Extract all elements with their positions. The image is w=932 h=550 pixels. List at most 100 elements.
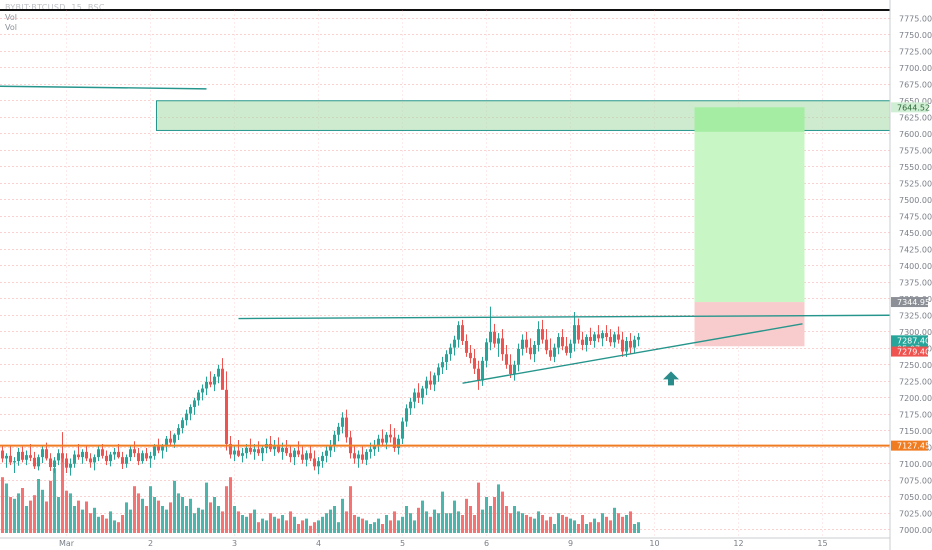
- candle-body: [509, 364, 512, 374]
- candle-body: [353, 453, 356, 459]
- volume-bar: [489, 506, 492, 533]
- candle-body: [109, 454, 112, 462]
- volume-bar: [69, 493, 72, 533]
- volume-bar: [245, 516, 248, 533]
- volume-bar: [313, 522, 316, 533]
- candle-body: [201, 388, 204, 393]
- volume-bar: [561, 515, 564, 533]
- volume-bar: [113, 520, 116, 533]
- volume-bar: [53, 468, 56, 533]
- time-axis[interactable]: Mar 2 3 4 5 6 9 10 12 15: [0, 537, 890, 548]
- candle-body: [533, 344, 536, 355]
- candle-body: [149, 455, 152, 459]
- candle-body: [449, 347, 452, 355]
- volume-bar: [553, 524, 556, 533]
- candle-body: [77, 454, 80, 458]
- price-tag-label: 7279.40: [897, 348, 930, 357]
- candle-body: [329, 445, 332, 451]
- candle-body: [133, 449, 136, 454]
- candle-body: [561, 337, 564, 347]
- volume-bar: [65, 490, 68, 533]
- volume-bar: [381, 524, 384, 533]
- candle-body: [581, 339, 584, 345]
- volume-bar: [41, 489, 44, 533]
- price-tick-label: 7550.00: [899, 163, 932, 172]
- volume-bar: [29, 500, 32, 533]
- volume-bars: [1, 453, 640, 533]
- candle-body: [229, 443, 232, 455]
- candle-body: [289, 453, 292, 458]
- candle-body: [529, 347, 532, 355]
- candle-body: [573, 325, 576, 344]
- volume-bar: [201, 509, 204, 533]
- price-axis[interactable]: 7000.007025.007050.007075.007100.007125.…: [889, 0, 932, 550]
- volume-bar: [441, 491, 444, 533]
- volume-bar: [529, 516, 532, 533]
- volume-bar: [49, 480, 52, 533]
- volume-bar: [125, 502, 128, 533]
- volume-bar: [325, 513, 328, 533]
- candle-body: [397, 438, 400, 448]
- candle-body: [93, 457, 96, 463]
- volume-bar: [617, 513, 620, 533]
- candle-body: [405, 408, 408, 422]
- volume-bar: [365, 520, 368, 533]
- candle-body: [233, 450, 236, 455]
- volume-bar: [593, 518, 596, 533]
- volume-bar: [605, 516, 608, 533]
- candle-body: [113, 451, 116, 455]
- volume-bar: [517, 511, 520, 533]
- price-tick-label: 7375.00: [899, 278, 932, 287]
- candle-body: [57, 453, 60, 461]
- volume-bar: [301, 520, 304, 533]
- price-tick-label: 7000.00: [899, 526, 932, 535]
- time-tick-label: 9: [568, 539, 573, 548]
- price-tag-label: 7287.40: [897, 336, 930, 345]
- candle-body: [409, 401, 412, 409]
- candle-body: [609, 337, 612, 343]
- candle-body: [541, 329, 544, 340]
- candle-body: [9, 455, 12, 463]
- price-tick-label: 7775.00: [899, 14, 932, 23]
- candle-body: [321, 455, 324, 462]
- candle-body: [85, 451, 88, 459]
- candle-body: [121, 457, 124, 464]
- candle-body: [437, 367, 440, 376]
- volume-bar: [601, 513, 604, 533]
- candle-body: [373, 445, 376, 450]
- candle-body: [145, 453, 148, 459]
- volume-bar: [105, 518, 108, 533]
- volume-bar: [73, 506, 76, 533]
- candle-body: [493, 331, 496, 344]
- price-tag-label: 7344.95: [897, 298, 930, 307]
- candle-body: [137, 453, 140, 462]
- volume-bar: [285, 520, 288, 533]
- drawings-layer[interactable]: [0, 85, 891, 447]
- candle-body: [221, 368, 224, 390]
- volume-bar: [109, 511, 112, 533]
- candle-body: [497, 338, 500, 344]
- price-tick-label: 7325.00: [899, 311, 932, 320]
- candle-body: [593, 334, 596, 341]
- candle-body: [469, 352, 472, 359]
- volume-bar: [185, 506, 188, 533]
- volume-bar: [401, 516, 404, 533]
- volume-bar: [101, 515, 104, 533]
- volume-bar: [277, 518, 280, 533]
- volume-bar: [253, 509, 256, 533]
- candle-body: [629, 340, 632, 348]
- candle-body: [185, 413, 188, 421]
- price-tick-label: 7625.00: [899, 113, 932, 122]
- volume-bar: [177, 493, 180, 533]
- candle-body: [241, 453, 244, 456]
- candle-body: [429, 380, 432, 385]
- candle-body: [261, 447, 264, 454]
- candle-body: [621, 339, 624, 352]
- volume-bar: [169, 502, 172, 533]
- price-tick-label: 7400.00: [899, 262, 932, 271]
- volume-bar: [293, 516, 296, 533]
- volume-bar: [297, 524, 300, 533]
- candle-body: [325, 450, 328, 456]
- candle-body: [501, 338, 504, 355]
